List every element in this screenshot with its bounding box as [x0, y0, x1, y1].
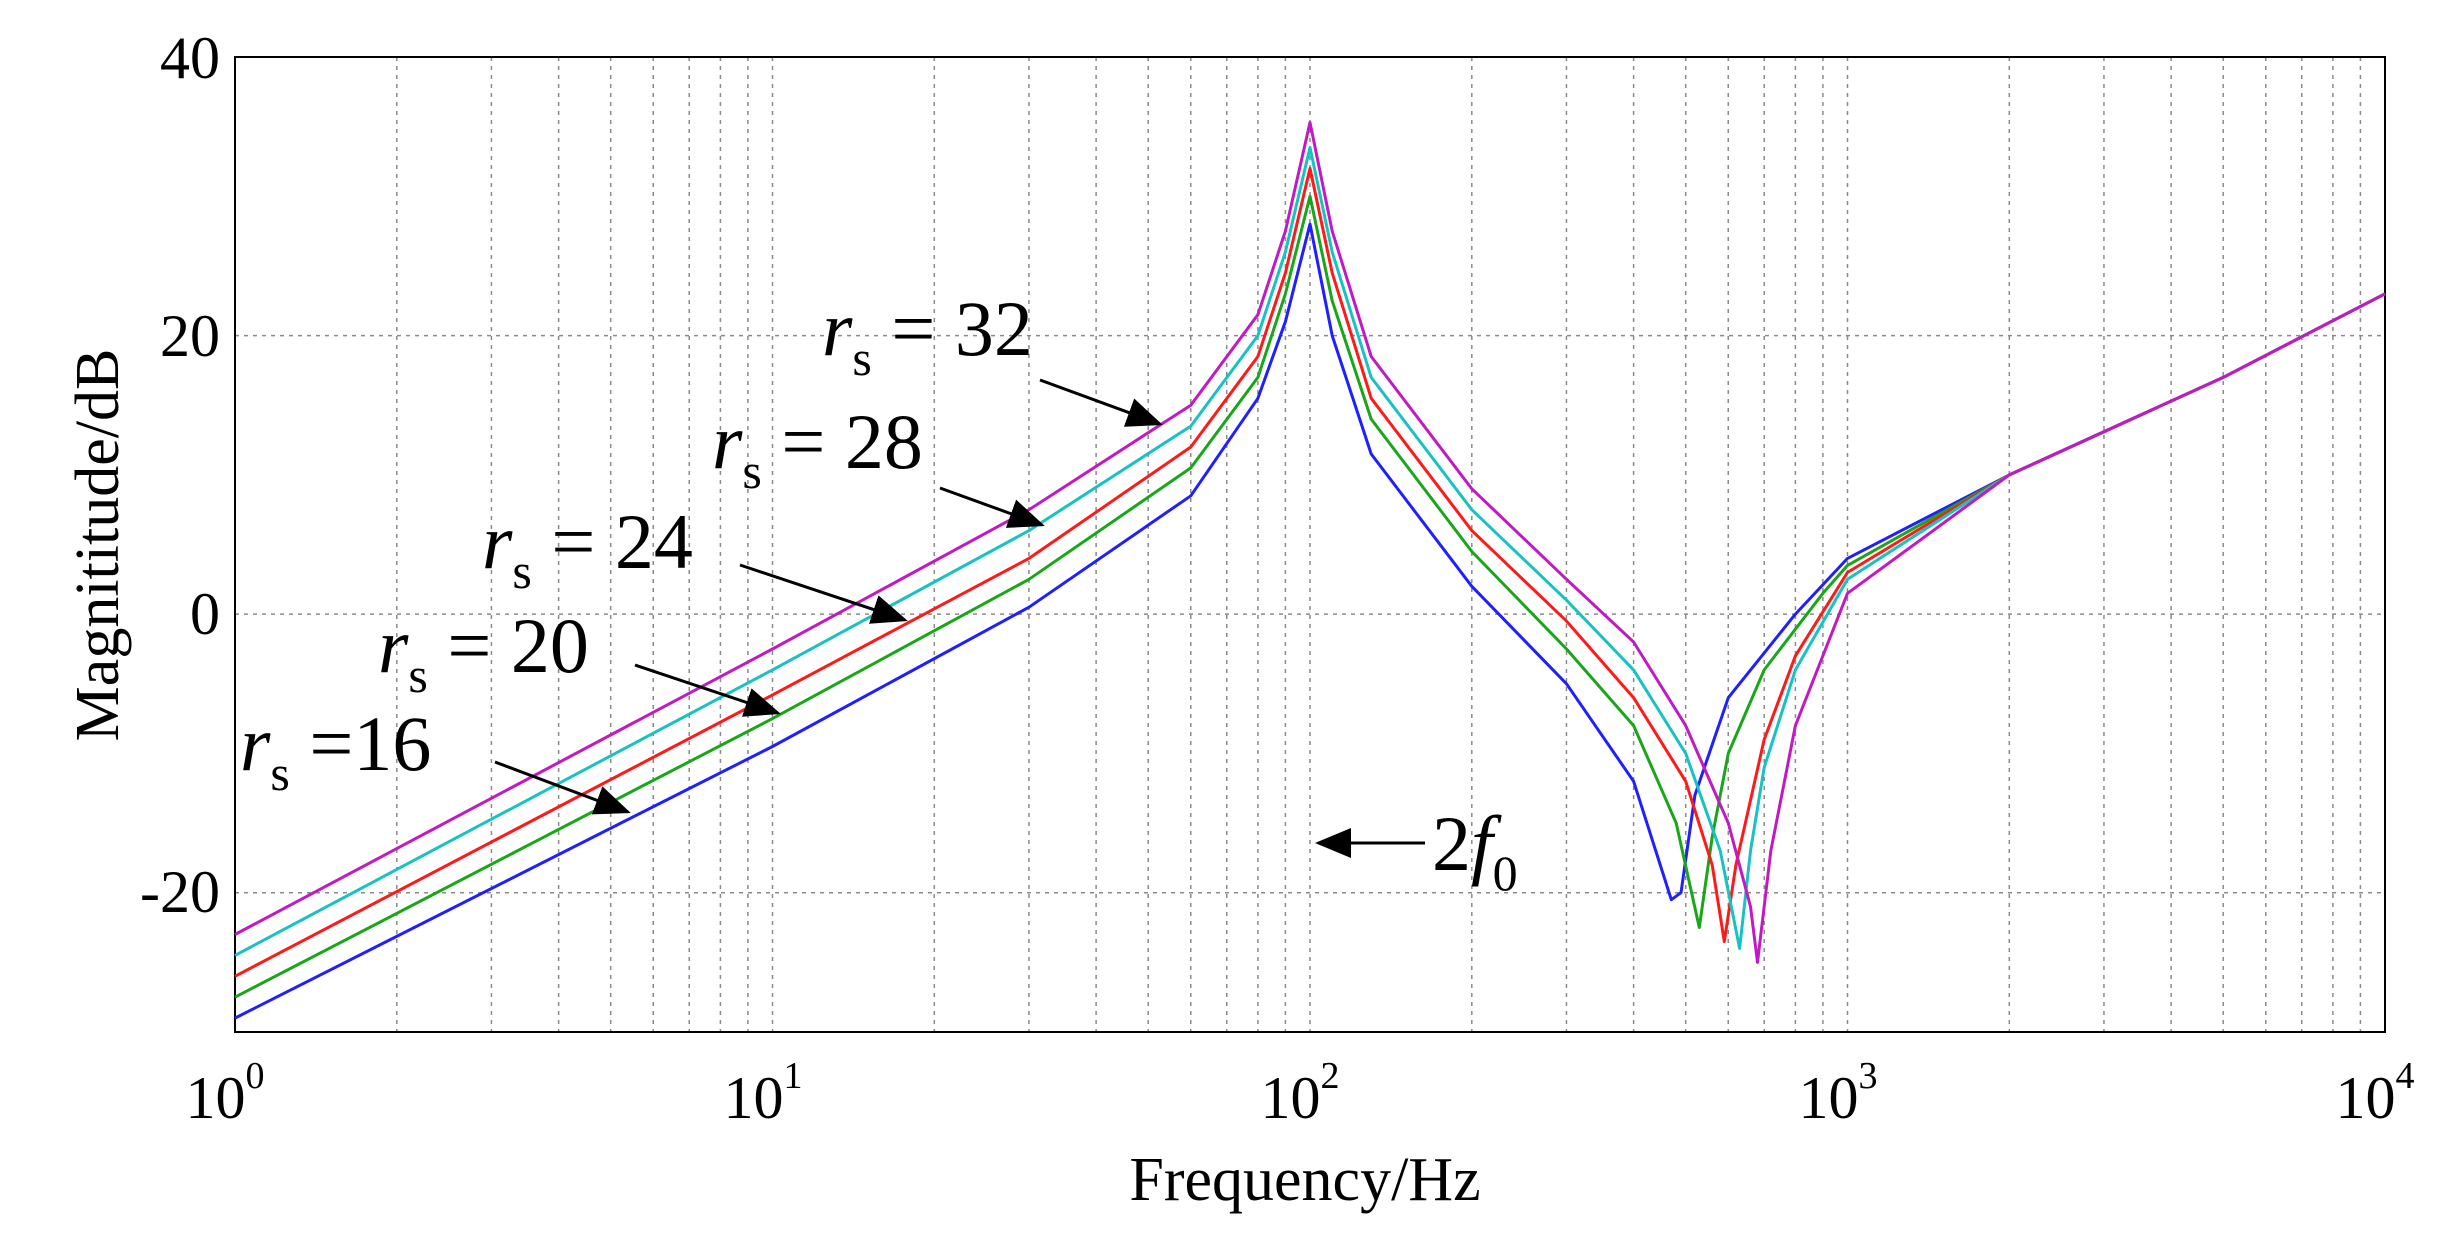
series-line-rs-20 [234, 194, 2386, 999]
annotation-rs-24: rs = 24 [482, 498, 693, 599]
annotation-2f0: 2f0 [1432, 800, 1518, 901]
series-line-rs-24 [234, 166, 2386, 978]
annotation-rs-16: rs =16 [240, 700, 431, 801]
x-axis-title: Frequency/Hz [1129, 1146, 1480, 1214]
annotation-rs-20: rs = 20 [378, 602, 589, 703]
y-axis-title: Magnititude/dB [64, 349, 132, 742]
x-tick-label: 100 [186, 1055, 265, 1131]
x-axis-ticks: 100 101 102 103 104 [186, 1055, 2415, 1131]
y-tick-label: 0 [190, 581, 220, 647]
y-tick-label: 40 [160, 25, 220, 91]
annotation-arrow [739, 563, 908, 624]
y-axis-ticks: 40 20 0 -20 [140, 25, 220, 925]
series-line-rs-32 [234, 121, 2386, 964]
annotation-arrow [1039, 378, 1163, 427]
y-tick-label: 20 [160, 303, 220, 369]
x-tick-label: 101 [724, 1055, 803, 1131]
annotation-arrow [939, 486, 1045, 528]
annotation-rs-28: rs = 28 [712, 398, 923, 499]
annotation-rs-32: rs = 32 [822, 285, 1033, 386]
grid-lines [235, 57, 2385, 1032]
y-tick-label: -20 [140, 859, 220, 925]
series-layer [234, 121, 2386, 1020]
x-tick-label: 102 [1261, 1055, 1340, 1131]
x-tick-label: 103 [1799, 1055, 1878, 1131]
series-line-rs-28 [234, 146, 2386, 957]
annotation-arrow [494, 760, 631, 815]
x-tick-label: 104 [2336, 1055, 2415, 1131]
annotation-arrow [634, 663, 781, 717]
series-line-rs-16 [234, 222, 2386, 1020]
plot-frame [234, 56, 2386, 1033]
annotations: rs = 32 rs = 28 rs = 24 rs = 20 rs =16 2… [240, 285, 1518, 901]
